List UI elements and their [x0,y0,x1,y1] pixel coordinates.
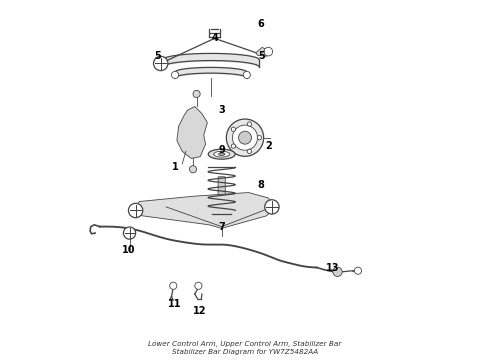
Circle shape [231,127,236,131]
Text: 12: 12 [194,306,207,316]
Circle shape [172,71,179,78]
Ellipse shape [214,151,230,157]
Circle shape [193,90,200,98]
Circle shape [239,131,251,144]
Circle shape [170,282,177,289]
Circle shape [128,203,143,218]
Text: 11: 11 [169,299,182,309]
Text: 6: 6 [258,19,265,29]
Polygon shape [256,47,269,56]
Circle shape [190,166,196,173]
Text: 9: 9 [219,144,225,154]
Circle shape [257,135,262,140]
Circle shape [354,267,362,274]
Circle shape [264,47,272,56]
Text: 3: 3 [219,105,225,115]
Circle shape [247,149,251,153]
Text: 8: 8 [258,180,265,190]
Text: 13: 13 [326,263,340,273]
Text: 5: 5 [258,51,265,61]
Text: 2: 2 [265,141,271,151]
Ellipse shape [219,153,225,156]
Text: 5: 5 [154,51,161,61]
Circle shape [195,282,202,289]
Polygon shape [136,193,272,228]
Text: 4: 4 [211,33,218,43]
Circle shape [243,71,250,78]
Circle shape [232,125,258,150]
Polygon shape [177,107,207,158]
FancyBboxPatch shape [218,177,225,219]
Circle shape [265,200,279,214]
Circle shape [333,267,342,276]
Circle shape [231,144,236,148]
Circle shape [123,227,136,239]
Text: Lower Control Arm, Upper Control Arm, Stabilizer Bar
Stabilizer Bar Diagram for : Lower Control Arm, Upper Control Arm, St… [148,341,342,355]
Text: 7: 7 [219,222,225,231]
Circle shape [153,56,168,71]
Circle shape [247,122,251,126]
Ellipse shape [208,149,235,159]
Circle shape [226,119,264,156]
Text: 10: 10 [122,245,135,255]
Text: 1: 1 [172,162,178,172]
